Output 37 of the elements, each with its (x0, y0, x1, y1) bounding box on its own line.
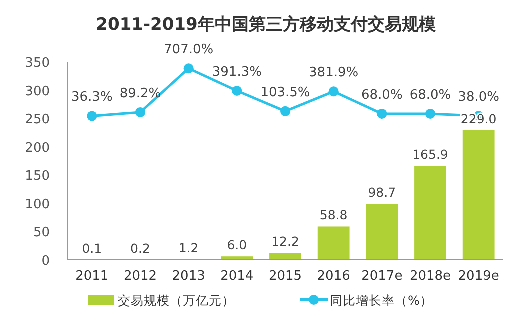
data-label: 89.2% (120, 86, 162, 102)
y-tick-label: 50 (33, 226, 50, 241)
data-label: 103.5% (260, 85, 310, 100)
x-tick-label: 2014 (220, 269, 254, 284)
data-label: 1.2 (178, 240, 199, 256)
y-tick-label: 100 (25, 197, 50, 212)
x-tick-label: 2019e (458, 269, 500, 284)
data-label: 0.1 (82, 240, 102, 256)
y-tick-label: 250 (25, 112, 50, 128)
x-tick-label: 2011 (76, 269, 109, 284)
data-label: 0.2 (130, 240, 150, 256)
y-tick-label: 0 (42, 254, 50, 269)
x-tick-label: 2012 (124, 269, 158, 284)
data-label: 36.3% (72, 90, 113, 106)
data-label: 6.0 (227, 238, 248, 253)
data-label: 12.2 (272, 234, 300, 250)
chart-title: 2011-2019年中国第三方移动支付交易规模 (96, 15, 436, 35)
data-label: 68.0% (410, 88, 452, 103)
legend-label: 同比增长率（%） (330, 293, 433, 308)
x-tick-label: 2015 (268, 269, 302, 284)
y-tick-label: 200 (25, 140, 50, 156)
x-tick-label: 2013 (172, 269, 206, 284)
data-label: 68.0% (362, 88, 403, 103)
y-tick-label: 150 (25, 169, 50, 184)
data-label: 58.8 (320, 208, 348, 223)
data-label: 98.7 (368, 185, 396, 200)
y-tick-label: 350 (25, 56, 50, 71)
legend-label: 交易规模（万亿元） (118, 293, 235, 308)
data-label: 391.3% (212, 65, 262, 80)
x-tick-label: 2018e (410, 269, 452, 284)
data-label: 38.0% (458, 90, 500, 106)
data-label: 707.0% (164, 42, 214, 58)
data-label: 381.9% (309, 66, 359, 81)
x-tick-label: 2017e (362, 269, 403, 284)
y-tick-label: 300 (25, 84, 50, 100)
x-tick-label: 2016 (317, 269, 350, 284)
data-label: 165.9 (412, 147, 448, 162)
